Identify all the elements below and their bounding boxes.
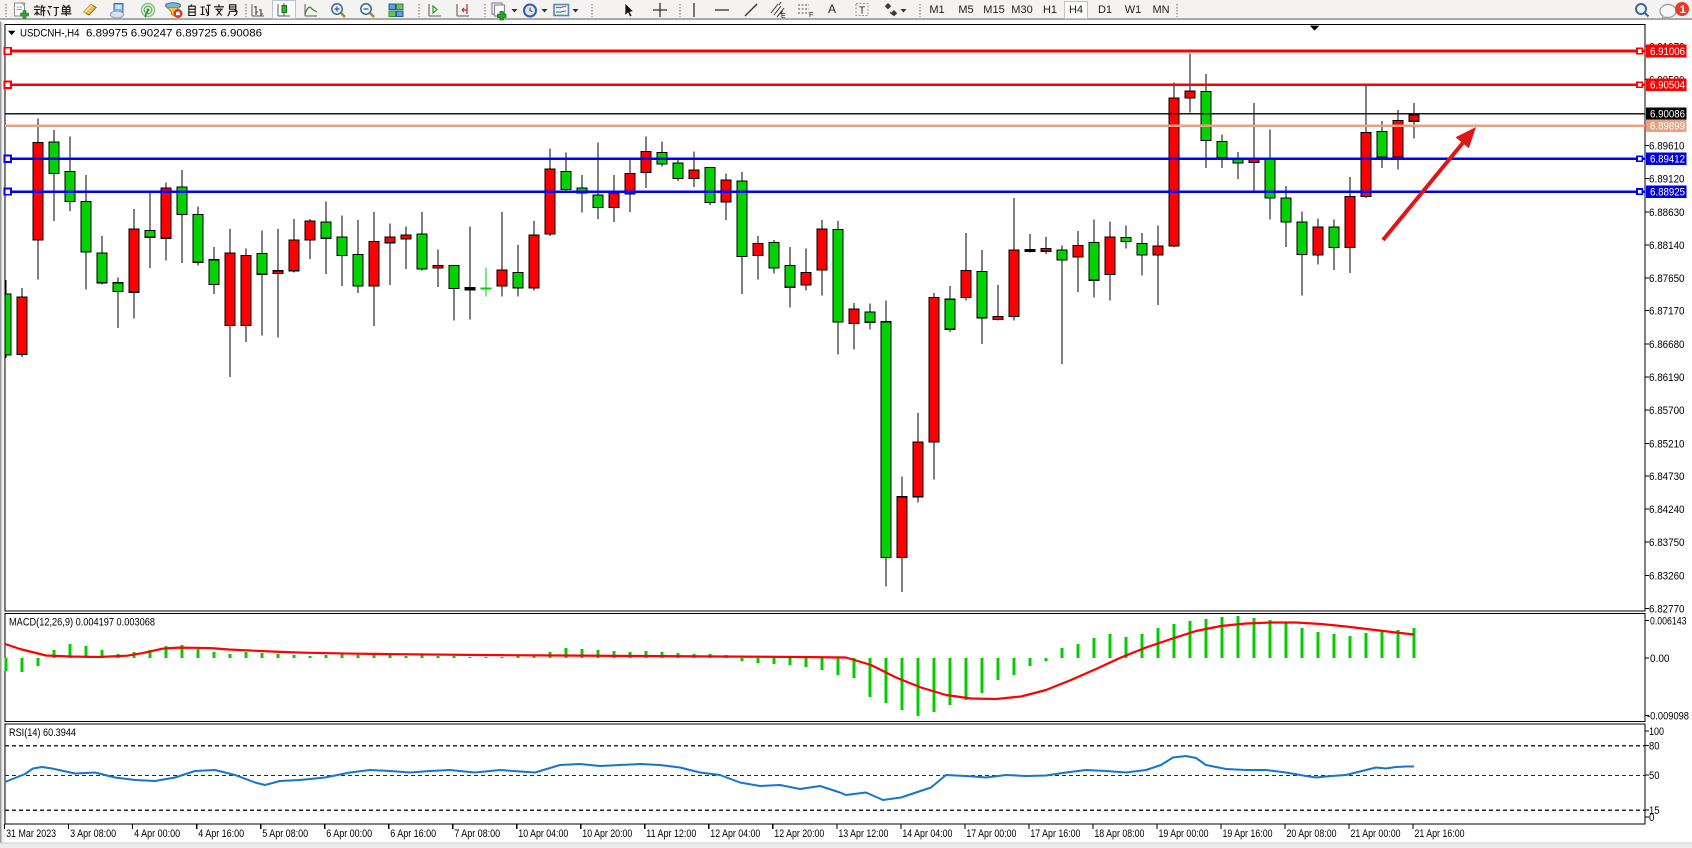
svg-text:80: 80 — [1649, 740, 1660, 752]
svg-text:12 Apr 04:00: 12 Apr 04:00 — [710, 828, 760, 840]
svg-text:4 Apr 16:00: 4 Apr 16:00 — [198, 828, 244, 840]
svg-text:6.86680: 6.86680 — [1649, 339, 1685, 351]
svg-text:T: T — [859, 5, 865, 16]
svg-text:4 Apr 00:00: 4 Apr 00:00 — [134, 828, 180, 840]
svg-text:6.83750: 6.83750 — [1649, 537, 1685, 549]
svg-text:1: 1 — [1680, 4, 1686, 16]
svg-text:6.88630: 6.88630 — [1649, 207, 1685, 219]
svg-text:31 Mar 2023: 31 Mar 2023 — [6, 828, 56, 840]
svg-text:6.82770: 6.82770 — [1649, 604, 1685, 616]
svg-text:3 Apr 08:00: 3 Apr 08:00 — [70, 828, 116, 840]
svg-text:6.83260: 6.83260 — [1649, 570, 1685, 582]
svg-text:12 Apr 20:00: 12 Apr 20:00 — [774, 828, 824, 840]
svg-text:6 Apr 00:00: 6 Apr 00:00 — [326, 828, 372, 840]
svg-text:6.89899: 6.89899 — [1650, 121, 1685, 133]
svg-text:10 Apr 04:00: 10 Apr 04:00 — [518, 828, 568, 840]
svg-text:19 Apr 16:00: 19 Apr 16:00 — [1223, 828, 1273, 840]
svg-text:15: 15 — [1649, 805, 1660, 817]
svg-text:F: F — [809, 12, 813, 19]
svg-text:6.87650: 6.87650 — [1649, 273, 1685, 285]
svg-text:18 Apr 08:00: 18 Apr 08:00 — [1094, 828, 1144, 840]
svg-text:14 Apr 04:00: 14 Apr 04:00 — [902, 828, 952, 840]
svg-text:17 Apr 16:00: 17 Apr 16:00 — [1030, 828, 1080, 840]
svg-text:6.89120: 6.89120 — [1649, 174, 1685, 186]
svg-text:20 Apr 08:00: 20 Apr 08:00 — [1287, 828, 1337, 840]
svg-text:21 Apr 00:00: 21 Apr 00:00 — [1351, 828, 1401, 840]
svg-text:-0.009098: -0.009098 — [1647, 710, 1689, 722]
svg-text:6.88925: 6.88925 — [1650, 187, 1685, 199]
svg-text:RSI(14) 60.3944: RSI(14) 60.3944 — [9, 727, 76, 739]
svg-text:19 Apr 00:00: 19 Apr 00:00 — [1159, 828, 1209, 840]
svg-text:USDCNH-,H4: USDCNH-,H4 — [20, 28, 80, 40]
svg-text:6.85700: 6.85700 — [1649, 405, 1685, 417]
svg-text:6.90086: 6.90086 — [1650, 109, 1685, 121]
svg-text:6 Apr 16:00: 6 Apr 16:00 — [390, 828, 436, 840]
svg-text:6.85210: 6.85210 — [1649, 438, 1685, 450]
svg-text:6.84240: 6.84240 — [1649, 504, 1685, 516]
svg-text:6.89412: 6.89412 — [1650, 154, 1685, 166]
svg-text:MACD(12,26,9) 0.004197 0.00306: MACD(12,26,9) 0.004197 0.003068 — [9, 617, 155, 629]
svg-text:13 Apr 12:00: 13 Apr 12:00 — [838, 828, 888, 840]
svg-text:50: 50 — [1649, 770, 1660, 782]
svg-text:10 Apr 20:00: 10 Apr 20:00 — [582, 828, 632, 840]
svg-text:5 Apr 08:00: 5 Apr 08:00 — [262, 828, 308, 840]
svg-text:6.88140: 6.88140 — [1649, 240, 1685, 252]
svg-text:6.90504: 6.90504 — [1650, 80, 1685, 92]
svg-text:6.89975 6.90247 6.89725 6.9008: 6.89975 6.90247 6.89725 6.90086 — [86, 28, 262, 40]
svg-text:6.91006: 6.91006 — [1650, 46, 1685, 58]
svg-text:21 Apr 16:00: 21 Apr 16:00 — [1415, 828, 1465, 840]
svg-text:0.006143: 0.006143 — [1650, 615, 1687, 627]
svg-text:6.89610: 6.89610 — [1649, 140, 1685, 152]
svg-text:6.86190: 6.86190 — [1649, 372, 1685, 384]
svg-text:6.84730: 6.84730 — [1649, 471, 1685, 483]
svg-text:0.00: 0.00 — [1650, 653, 1670, 665]
svg-text:E: E — [781, 13, 786, 19]
svg-text:17 Apr 00:00: 17 Apr 00:00 — [966, 828, 1016, 840]
svg-text:100: 100 — [1649, 726, 1664, 738]
svg-text:7 Apr 08:00: 7 Apr 08:00 — [454, 828, 500, 840]
svg-text:6.87170: 6.87170 — [1649, 306, 1685, 318]
svg-text:11 Apr 12:00: 11 Apr 12:00 — [646, 828, 696, 840]
svg-text:0: 0 — [1649, 812, 1655, 824]
